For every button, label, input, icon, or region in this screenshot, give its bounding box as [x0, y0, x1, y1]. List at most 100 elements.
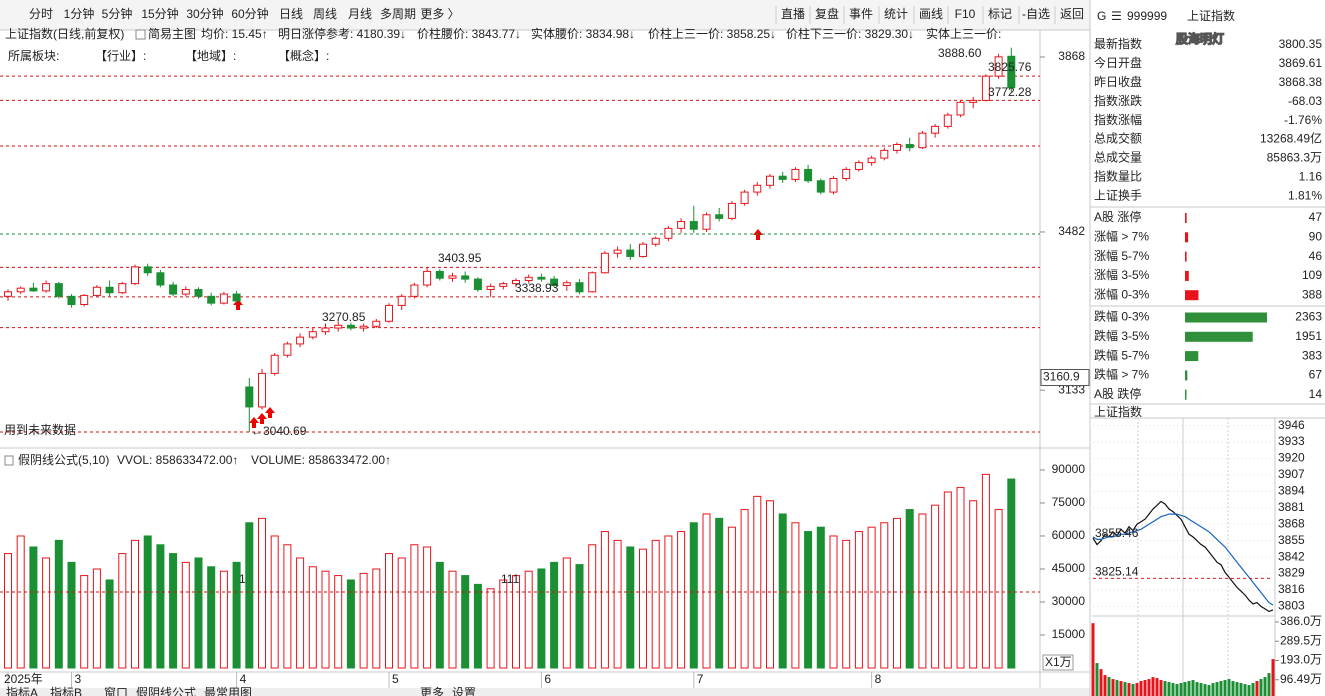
breadth-value: 109 — [1302, 268, 1322, 282]
period-tab[interactable]: 30分钟 — [186, 6, 223, 21]
y-tick-label: 90000 — [1052, 462, 1086, 476]
volume-legend: VOLUME: 858633472.00↑ — [251, 453, 391, 467]
volume-bar — [854, 531, 863, 669]
volume-bar — [677, 531, 686, 669]
bottom-tab[interactable]: 指标A — [6, 685, 38, 696]
volume-bar — [232, 561, 241, 669]
cursor-price-box — [1040, 369, 1090, 387]
bottom-tab[interactable]: 设置 — [452, 686, 476, 696]
volume-label: 111 — [501, 572, 520, 586]
candle-body — [626, 249, 635, 257]
volume-bar — [689, 522, 698, 669]
price-annotation: 3338.93 — [515, 281, 559, 295]
period-tab[interactable]: 15分钟 — [141, 6, 178, 21]
period-tab[interactable]: 60分钟 — [231, 6, 268, 21]
indicator-value: 均价: 15.45↑ — [201, 27, 268, 41]
intraday-volume-bar — [1151, 677, 1155, 696]
volume-bar — [842, 539, 851, 669]
intraday-annotation: 3855.46 — [1095, 526, 1139, 540]
stat-label: 总成交额 — [1094, 131, 1142, 146]
candle-body — [283, 343, 292, 356]
tool-button[interactable]: F10 — [955, 7, 976, 21]
volume-bar — [181, 561, 190, 669]
candle-body — [67, 295, 76, 305]
volume-bar — [639, 548, 647, 669]
tool-button[interactable]: -自选 — [1022, 7, 1050, 21]
y-tick-label: 3829 — [1278, 566, 1305, 580]
period-tab[interactable]: 分时 — [29, 7, 53, 21]
volume-bar — [778, 513, 787, 669]
sector-label: 【行业】: — [95, 49, 146, 63]
stat-label: 指数涨跌 — [1094, 93, 1142, 108]
indicator-value: 价柱下三一价: 3829.30↓ — [786, 26, 914, 41]
candle-body — [816, 180, 825, 193]
candle-body — [804, 168, 813, 182]
intraday-volume-bar — [1251, 683, 1255, 696]
tool-button[interactable]: 画线 — [919, 7, 943, 21]
bottom-tab[interactable]: 窗口 — [104, 686, 128, 696]
tool-button[interactable]: 统计 — [884, 7, 908, 21]
candle-body — [296, 336, 305, 345]
tool-button[interactable]: 事件 — [849, 7, 873, 21]
price-annotation: 3888.60 — [938, 46, 982, 60]
volume-bar — [981, 473, 990, 669]
x-tick-label: 7 — [697, 672, 704, 686]
tool-button[interactable]: 返回 — [1060, 7, 1084, 21]
volume-bar — [16, 535, 25, 669]
volume-bar — [550, 561, 559, 669]
breadth-label: 涨幅 5-7% — [1094, 248, 1150, 263]
candle-body — [588, 272, 597, 293]
tool-button[interactable]: 复盘 — [815, 6, 839, 21]
tool-button[interactable]: 直播 — [781, 7, 805, 21]
candle-body — [473, 278, 482, 291]
intraday-annotation: 3825.14 — [1095, 565, 1139, 579]
period-tab[interactable]: 1分钟 — [64, 6, 95, 21]
volume-bar — [613, 539, 622, 669]
tool-button[interactable]: 标记 — [988, 7, 1012, 21]
period-tab[interactable]: 更多 〉 — [420, 7, 459, 21]
indicator-value: 明日涨停参考: 4180.39↓ — [278, 26, 406, 41]
candle-body — [956, 101, 965, 116]
signal-arrow — [257, 413, 267, 424]
candle-body — [156, 272, 165, 286]
bottom-tab[interactable]: 最常用图 — [204, 686, 252, 696]
stat-value: 1.81% — [1288, 188, 1322, 202]
bottom-tab[interactable]: 假阴线公式 — [136, 686, 196, 696]
candle-body — [4, 291, 12, 297]
volume-bar — [92, 568, 101, 669]
intraday-volume-bar — [1235, 682, 1239, 696]
bottom-tab[interactable]: 更多 — [420, 686, 444, 696]
candle-body — [931, 125, 940, 134]
intraday-volume-bar — [1179, 683, 1183, 696]
intraday-volume-bar — [1219, 681, 1223, 696]
y-tick-label: 3816 — [1278, 582, 1305, 596]
volume-bar — [524, 570, 533, 669]
candle-body — [245, 386, 254, 408]
breadth-value: 67 — [1309, 368, 1323, 382]
intraday-volume-bar — [1167, 682, 1171, 696]
period-tab[interactable]: 5分钟 — [102, 6, 133, 21]
y-tick-label: 3881 — [1278, 500, 1305, 514]
candle-body — [943, 114, 952, 127]
candle-body — [524, 276, 533, 281]
bottom-tab[interactable]: 指标B — [50, 685, 82, 696]
period-tab[interactable]: 周线 — [313, 7, 337, 21]
period-tab[interactable]: 日线 — [279, 7, 303, 21]
candle-body — [664, 227, 673, 239]
candle-body — [372, 320, 381, 327]
stat-value: -68.03 — [1288, 94, 1322, 108]
candle-body — [600, 252, 609, 274]
volume-bar — [410, 544, 419, 669]
y-tick-label: 3842 — [1278, 549, 1305, 563]
volume-bar — [308, 566, 317, 669]
breadth-value: 1951 — [1295, 329, 1322, 343]
period-tab[interactable]: 多周期 — [380, 7, 416, 21]
volume-bar — [486, 588, 495, 669]
volume-bar — [270, 535, 279, 669]
candle-body — [435, 270, 444, 279]
y-tick-label: 3803 — [1278, 599, 1305, 613]
volume-bar — [143, 535, 152, 669]
candle-body — [639, 243, 647, 257]
period-tab[interactable]: 月线 — [348, 7, 372, 21]
volume-bar — [156, 544, 165, 669]
